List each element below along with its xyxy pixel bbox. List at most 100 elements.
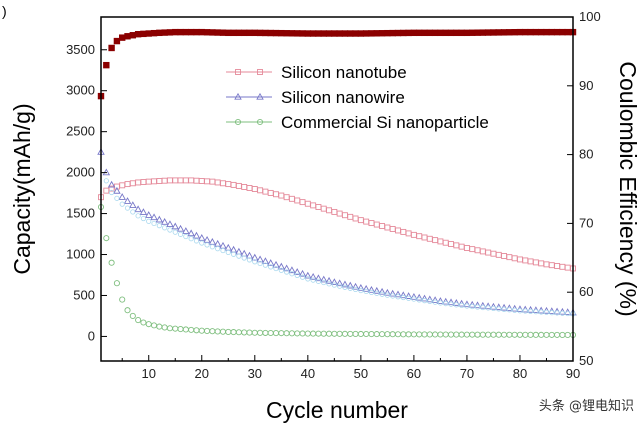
series-1-faint-point [496,306,502,312]
series-0-point [241,184,248,190]
series-2-point [113,280,120,287]
series-3-point [145,30,152,37]
series-0-point [267,189,274,196]
series-0-point [283,194,290,201]
series-1-faint-point [130,209,136,215]
series-2-point [442,331,449,338]
series-1-faint-point [193,238,200,244]
series-0-point [326,207,332,214]
series-1-point [245,251,254,259]
series-1-faint-point [512,307,518,313]
series-1-faint-point [156,223,162,229]
series-1-point [197,234,206,241]
series-3-point [548,28,555,36]
series-0-point [315,204,322,210]
series-2-point [437,331,444,338]
series-1-faint-point [400,294,406,301]
plot-frame [100,16,574,362]
series-1-faint-point [432,299,438,305]
series-1-faint-point [305,276,311,282]
series-0-point [426,235,433,242]
y-left-tick-label: 3500 [66,42,95,57]
series-0-point [389,226,396,232]
series-2-point [288,330,295,337]
series-0-point [304,200,311,207]
series-0-point [129,180,136,187]
series-0-point [235,182,242,189]
series-1-faint-point [517,308,523,314]
series-1-faint-point [527,308,534,314]
legend-marker [256,118,264,126]
x-tick-label: 60 [407,366,421,381]
series-1-point [431,296,439,304]
series-3-point [347,30,354,37]
series-2-point [331,330,338,337]
series-0-point [379,223,386,229]
series-1-faint-point [151,220,157,227]
series-0-point [522,257,529,264]
x-tick-label: 10 [141,366,155,381]
series-0-point [559,263,566,270]
series-3-point [272,29,280,37]
series-3-point [564,28,571,36]
series-0-point [485,249,492,256]
series-3-point [511,29,518,36]
series-1-point [171,222,180,230]
series-1-point [309,273,317,280]
series-0-point [554,263,561,269]
series-0-point [230,181,237,188]
series-2-point [495,331,502,338]
series-0-point [320,205,327,212]
series-2-point [262,329,269,336]
series-3-point [278,29,285,37]
series-0-point [400,228,407,235]
series-3-point [172,28,179,36]
series-3-point [156,29,163,37]
series-1-point [176,224,185,232]
series-1-faint-point [284,269,290,275]
series-1-faint-point [443,300,449,307]
series-1-faint-point [352,286,359,293]
series-2-point [469,331,476,338]
y-left-tick-label: 2500 [66,124,95,139]
series-0-point [246,185,253,191]
series-3-point [182,28,190,36]
series-1-point [224,243,233,251]
series-1-faint-point [188,236,194,242]
series-2-point [352,330,359,337]
series-0-point [214,179,221,186]
series-0-point [198,178,205,184]
series-2-point [532,331,539,338]
series-0-point [479,248,486,255]
series-1-point [203,235,211,243]
series-1-point [272,260,280,268]
series-1-point [378,287,386,295]
series-3-point [543,28,550,36]
series-1-faint-point [246,257,253,263]
series-0-point [262,188,269,195]
series-2-point [538,331,545,338]
series-1-faint-point [464,303,470,309]
series-2-point [405,331,412,338]
series-3-point [479,29,487,36]
series-0-point [532,259,539,266]
series-1-faint-point [522,308,528,314]
series-3-point [352,30,359,37]
series-1-faint-point [162,225,168,231]
series-1-point [362,284,370,292]
series-2-point [400,331,407,338]
series-1-point [410,292,418,300]
series-0-point [347,213,354,220]
series-0-point [384,224,391,231]
series-3-point [336,30,343,37]
series-2-point [172,325,179,332]
series-0-point [564,264,571,271]
series-3-point [357,30,365,37]
series-3-point [474,29,481,36]
y-right-tick-label: 80 [579,147,593,162]
series-0-point [506,254,513,261]
series-0-point [220,180,226,187]
series-0-point [517,256,523,263]
series-1-faint-point [480,304,486,311]
series-3-point [437,29,444,37]
